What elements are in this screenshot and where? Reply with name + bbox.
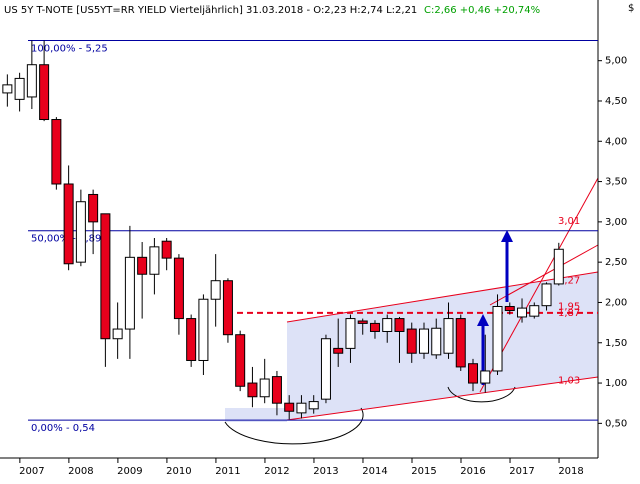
candle-body bbox=[529, 305, 540, 317]
candle-body bbox=[39, 64, 50, 121]
candle-body bbox=[357, 320, 368, 324]
y-tick-label: 4,50 bbox=[605, 96, 627, 107]
marker-label: 1,95 bbox=[558, 301, 580, 312]
arc bbox=[447, 386, 516, 403]
candle-body bbox=[210, 280, 221, 300]
x-tick-label: 2009 bbox=[117, 466, 142, 477]
level-label: 100,00% - 5,25 bbox=[31, 44, 108, 55]
arrow-head bbox=[501, 230, 513, 242]
x-tick-label: 2008 bbox=[68, 466, 93, 477]
x-tick-label: 2010 bbox=[166, 466, 191, 477]
candle-body bbox=[26, 64, 37, 98]
marker-label: 3,01 bbox=[558, 216, 580, 227]
y-tick-label: 5,00 bbox=[605, 56, 627, 67]
x-tick-label: 2018 bbox=[558, 466, 583, 477]
y-tick-label: 0,50 bbox=[605, 418, 627, 429]
arrow-head bbox=[477, 314, 489, 326]
candle-body bbox=[455, 318, 466, 368]
y-tick-label: 2,00 bbox=[605, 297, 627, 308]
candle-body bbox=[51, 119, 62, 185]
candle-body bbox=[369, 322, 380, 332]
x-tick-label: 2007 bbox=[19, 466, 44, 477]
candle-body bbox=[124, 256, 135, 330]
x-tick-label: 2015 bbox=[411, 466, 436, 477]
candle-body bbox=[149, 246, 160, 275]
trend-line bbox=[286, 376, 599, 421]
candle-body bbox=[222, 280, 233, 336]
candle-body bbox=[100, 213, 111, 340]
chart-subtitle: C:2,66 +0,46 +20,74% bbox=[424, 5, 540, 16]
x-tick-label: 2014 bbox=[362, 466, 387, 477]
y-tick-label: 1,50 bbox=[605, 338, 627, 349]
candle-body bbox=[418, 328, 429, 354]
candle-body bbox=[75, 201, 86, 263]
candle-body bbox=[443, 318, 454, 354]
y-tick-label: 2,50 bbox=[605, 257, 627, 268]
candle-body bbox=[553, 248, 564, 285]
candle-body bbox=[173, 257, 184, 320]
candle-body bbox=[284, 402, 295, 412]
candle-body bbox=[308, 401, 319, 410]
y-tick-label: 4,00 bbox=[605, 136, 627, 147]
candle-body bbox=[320, 338, 331, 400]
candle-body bbox=[271, 376, 282, 404]
y-tick-label: 3,50 bbox=[605, 177, 627, 188]
x-tick-label: 2013 bbox=[313, 466, 338, 477]
marker-label: 2,27 bbox=[558, 276, 580, 287]
candle-body bbox=[88, 193, 99, 223]
y-tick-label: 1,00 bbox=[605, 378, 627, 389]
candle-body bbox=[137, 256, 148, 275]
x-tick-label: 2016 bbox=[460, 466, 485, 477]
x-tick-label: 2017 bbox=[509, 466, 534, 477]
candle-body bbox=[541, 283, 552, 307]
candle-body bbox=[345, 318, 356, 349]
currency: $ bbox=[628, 3, 634, 14]
candle-body bbox=[406, 328, 417, 354]
candle-body bbox=[480, 370, 491, 384]
x-tick-label: 2012 bbox=[264, 466, 289, 477]
base-area bbox=[225, 408, 287, 422]
x-tick-label: 2011 bbox=[215, 466, 240, 477]
candle-body bbox=[198, 298, 209, 361]
candle-body bbox=[161, 240, 172, 259]
candle-body bbox=[63, 183, 74, 265]
candle-body bbox=[333, 347, 344, 354]
candle-body bbox=[517, 307, 528, 318]
candle-body bbox=[382, 318, 393, 332]
arc bbox=[224, 407, 364, 445]
candle-body bbox=[504, 305, 515, 312]
candle-body bbox=[235, 334, 246, 387]
candle-body bbox=[186, 318, 197, 361]
candle-body bbox=[492, 305, 503, 372]
candle-body bbox=[259, 378, 270, 398]
annotations bbox=[224, 177, 599, 445]
candle-body bbox=[112, 328, 123, 340]
candle-body bbox=[247, 382, 258, 398]
candle-body bbox=[394, 318, 405, 332]
candle-body bbox=[431, 327, 442, 356]
level-label: 0,00% - 0,54 bbox=[31, 423, 95, 434]
candle-body bbox=[296, 402, 307, 414]
candle-body bbox=[2, 84, 13, 94]
marker-label: 1,03 bbox=[558, 376, 580, 387]
candle-body bbox=[14, 77, 25, 100]
chart-title: US 5Y T-NOTE [US5YT=RR YIELD Vierteljähr… bbox=[4, 5, 417, 16]
y-tick-label: 3,00 bbox=[605, 217, 627, 228]
candle-body bbox=[468, 363, 479, 384]
